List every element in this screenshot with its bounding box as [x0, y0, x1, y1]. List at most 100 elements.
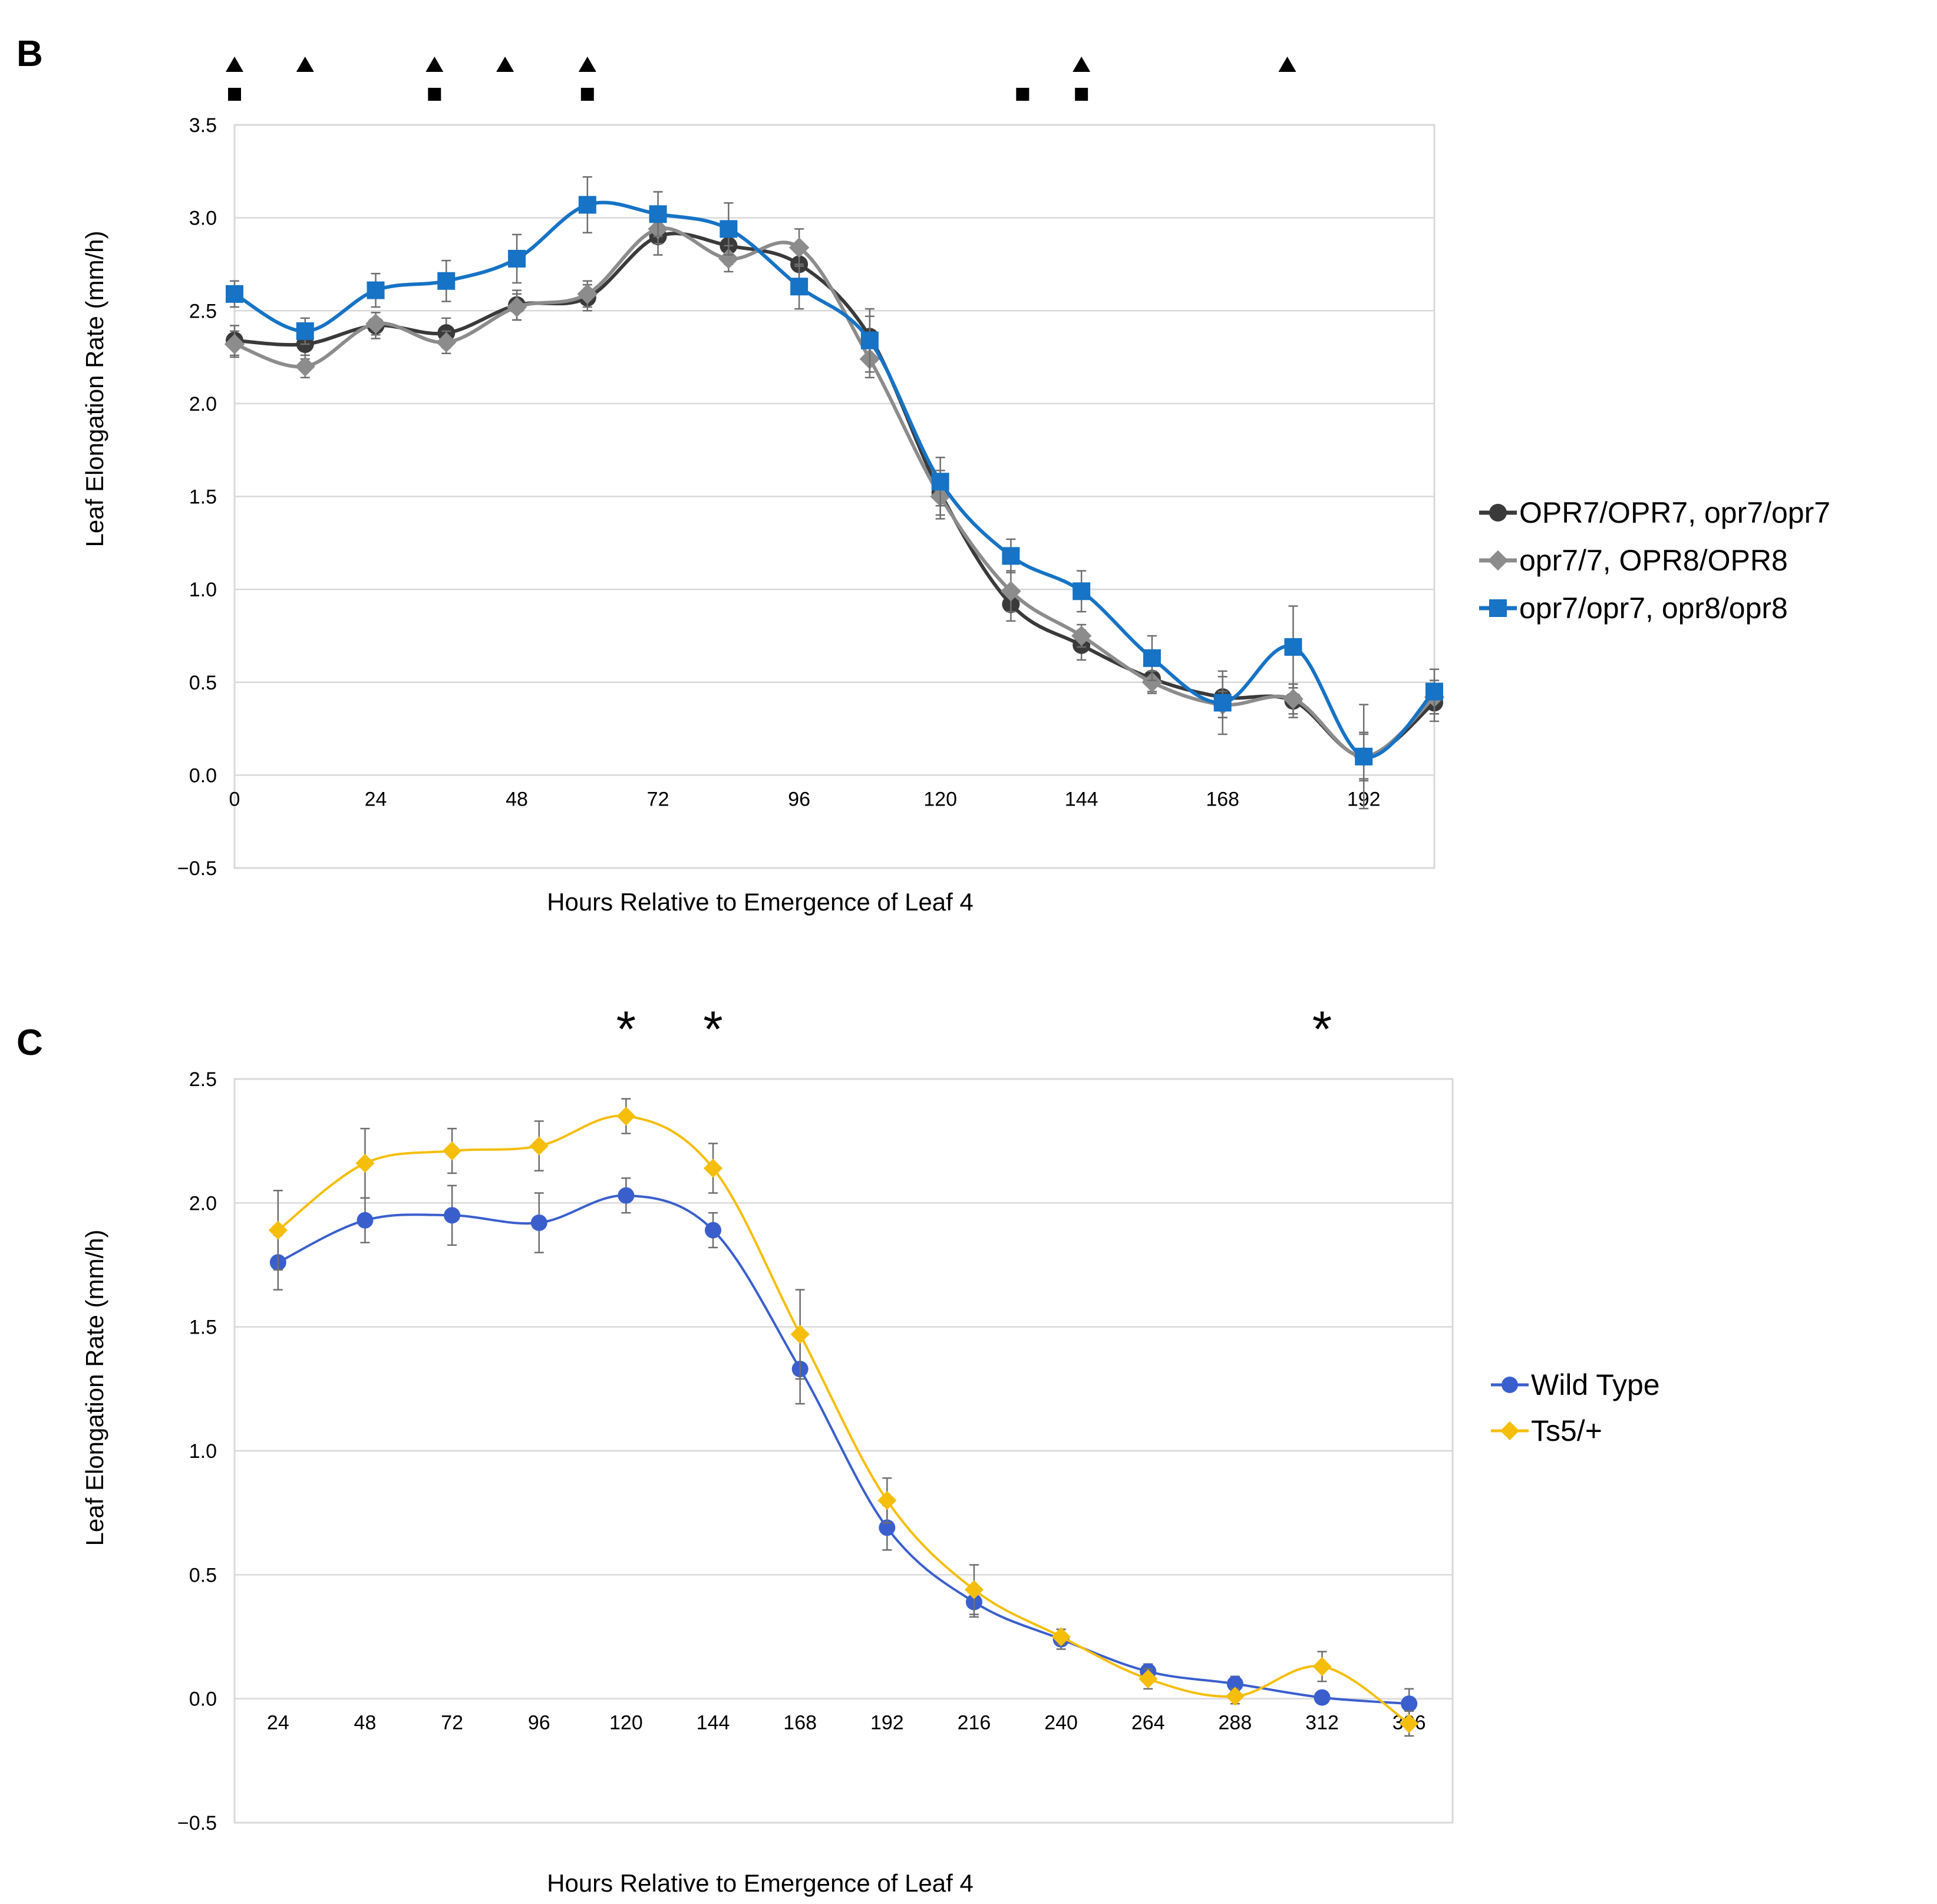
- x-tick-label: 48: [506, 788, 528, 810]
- data-point: [788, 237, 810, 258]
- significance-square: [580, 88, 594, 101]
- data-point: [506, 296, 527, 318]
- data-point: [443, 1141, 462, 1161]
- x-tick-label: 216: [958, 1712, 991, 1734]
- legend-marker: [1500, 1421, 1520, 1441]
- y-tick-label: 0.0: [189, 764, 217, 787]
- significance-star: *: [1312, 1001, 1332, 1058]
- panel-b-letter: B: [17, 34, 43, 74]
- data-point: [436, 332, 457, 353]
- legend-marker: [1502, 1377, 1518, 1393]
- data-point: [1001, 581, 1021, 602]
- data-point: [1213, 694, 1232, 712]
- significance-star: *: [703, 1001, 722, 1058]
- significance-square: [1016, 88, 1029, 101]
- legend-item-3: opr7/opr7, opr8/opr8: [1479, 592, 1788, 625]
- y-tick-label: 2.0: [189, 393, 217, 415]
- x-tick-label: 168: [1206, 788, 1239, 810]
- x-tick-label: 72: [441, 1712, 463, 1734]
- data-point: [1314, 1689, 1331, 1706]
- data-point: [1226, 1675, 1243, 1692]
- data-point: [1425, 682, 1443, 701]
- data-point: [1002, 547, 1020, 565]
- legend-marker: [1489, 599, 1507, 617]
- y-tick-label: 3.5: [189, 114, 217, 137]
- data-point: [224, 334, 245, 355]
- panel-c-letter: C: [17, 1022, 43, 1063]
- data-point: [444, 1207, 461, 1224]
- legend-label: Ts5/+: [1531, 1414, 1602, 1447]
- significance-square: [1075, 88, 1088, 101]
- x-tick-label: 24: [365, 788, 387, 810]
- legend-item-2: opr7/7, OPR8/OPR8: [1479, 544, 1788, 577]
- y-tick-label: 2.5: [189, 300, 217, 322]
- y-tick-label: 2.0: [189, 1192, 217, 1215]
- data-point: [1139, 1669, 1158, 1689]
- data-point: [268, 1220, 288, 1240]
- data-point: [616, 1107, 636, 1126]
- data-point: [1143, 649, 1161, 667]
- data-point: [437, 272, 456, 290]
- y-tick-label: 2.5: [189, 1068, 217, 1091]
- data-point: [1283, 688, 1304, 710]
- panel-b-legend: OPR7/OPR7, opr7/opr7 opr7/7, OPR8/OPR8 opr…: [1479, 496, 1830, 625]
- y-tick-label: 1.0: [189, 579, 217, 601]
- data-point: [367, 281, 385, 299]
- significance-square: [228, 88, 241, 101]
- x-tick-label: 0: [229, 788, 240, 810]
- data-point: [530, 1214, 547, 1231]
- x-tick-label: 96: [788, 788, 810, 810]
- data-point: [578, 196, 596, 214]
- x-tick-label: 192: [870, 1712, 904, 1734]
- data-point: [703, 1159, 723, 1178]
- data-point: [295, 356, 316, 377]
- x-tick-label: 240: [1044, 1712, 1078, 1734]
- data-point: [1073, 582, 1091, 600]
- data-point: [964, 1580, 984, 1599]
- legend-item-2: Ts5/+: [1491, 1414, 1602, 1447]
- legend-item-1: OPR7/OPR7, opr7/opr7: [1479, 496, 1830, 529]
- data-point: [877, 1491, 897, 1510]
- panel-b-plot-area: −0.5 0.0 0.5 1.0 1.5 2.0 2.5 3.0 3.5 0 24 48 72 96 120…: [177, 57, 1445, 880]
- panel-b-x-axis-label: Hours Relative to Emergence of Leaf 4: [547, 888, 974, 916]
- data-point: [720, 220, 738, 238]
- significance-triangle: [425, 57, 444, 72]
- significance-triangle: [578, 57, 596, 72]
- y-tick-label: 1.5: [189, 486, 217, 509]
- x-tick-label: 168: [783, 1712, 817, 1734]
- significance-triangle: [226, 57, 243, 72]
- data-point: [1225, 1687, 1245, 1706]
- y-tick-label: 0.5: [189, 1564, 217, 1586]
- significance-square: [428, 88, 441, 101]
- x-tick-label: 120: [609, 1712, 643, 1734]
- data-point: [1051, 1627, 1071, 1646]
- significance-star: *: [616, 1001, 636, 1058]
- legend-label: Wild Type: [1531, 1368, 1660, 1401]
- data-point: [790, 1325, 810, 1344]
- legend-marker: [1487, 550, 1509, 571]
- y-tick-label: 1.5: [189, 1316, 217, 1339]
- data-point: [355, 1153, 375, 1173]
- x-tick-label: 96: [528, 1712, 550, 1734]
- data-point: [365, 314, 386, 334]
- series-line: [277, 1114, 1410, 1725]
- panel-b-y-axis-label: Leaf Elongation Rate (mm/h): [81, 231, 108, 547]
- data-point: [577, 283, 598, 305]
- series-2: [268, 1098, 1419, 1737]
- significance-triangle: [1278, 57, 1296, 72]
- x-tick-label: 48: [354, 1712, 377, 1734]
- panel-c-y-axis-label: Leaf Elongation Rate (mm/h): [81, 1230, 108, 1546]
- significance-triangle: [296, 57, 314, 72]
- data-point: [1141, 672, 1163, 692]
- significance-triangle: [496, 57, 514, 72]
- x-tick-label: 120: [923, 788, 957, 810]
- series-line: [277, 1194, 1410, 1705]
- panel-c-plot-area: −0.5 0.0 0.5 1.0 1.5 2.0 2.5 24 48 72 96 120 144 168 1…: [177, 1001, 1454, 1834]
- y-tick-label: −0.5: [177, 1812, 217, 1834]
- data-point: [618, 1187, 635, 1204]
- legend-label: OPR7/OPR7, opr7/opr7: [1519, 496, 1830, 529]
- x-tick-label: 312: [1305, 1712, 1339, 1734]
- data-point: [226, 285, 243, 303]
